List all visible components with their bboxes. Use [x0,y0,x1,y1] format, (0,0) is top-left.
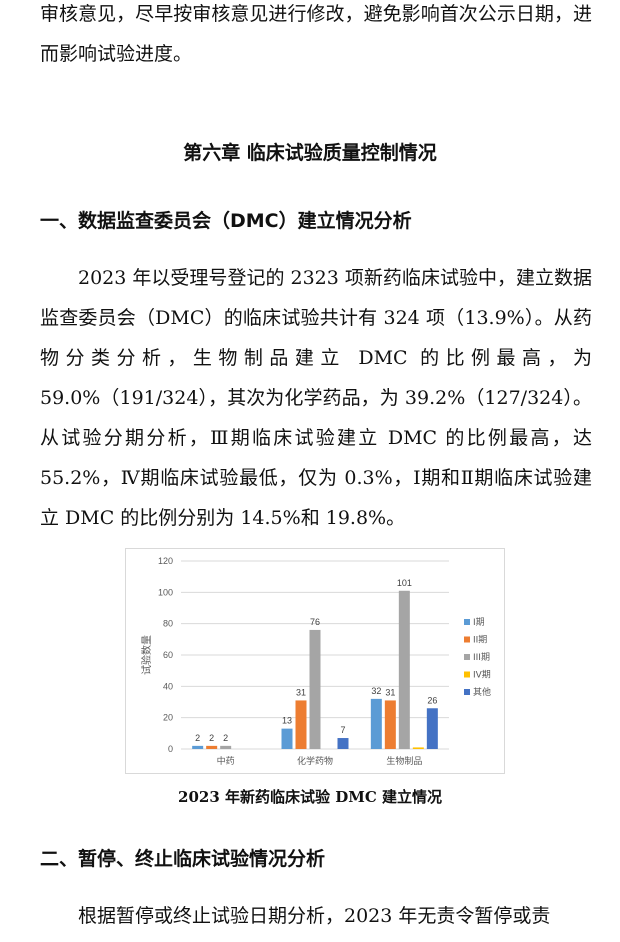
bar [370,698,382,749]
y-tick-label: 120 [158,556,173,566]
y-tick-label: 20 [163,713,173,723]
legend-swatch [464,619,470,625]
x-tick-label: 生物制品 [386,755,422,767]
bar [220,745,232,749]
bar [412,747,424,749]
y-tick-label: 100 [158,587,173,597]
data-label: 31 [385,687,395,697]
chapter-title: 第六章 临床试验质量控制情况 [183,142,437,164]
y-tick-label: 0 [168,744,173,754]
legend-label: IV期 [473,670,491,681]
section-title-suspension: 二、暂停、终止临床试验情况分析 [40,848,326,870]
legend-swatch [464,654,470,660]
bar [384,700,396,749]
chart-caption: 2023 年新药临床试验 DMC 建立情况 [178,788,442,806]
data-label: 7 [340,725,345,735]
paragraph-suspension: 根据暂停或终止试验日期分析，2023 年无责令暂停或责 [78,905,551,927]
x-tick-label: 中药 [217,755,235,767]
bar [398,590,410,749]
y-tick-label: 60 [163,650,173,660]
legend-label: 其他 [473,686,491,698]
y-axis-label: 试验数量 [140,635,153,675]
section-title-dmc: 一、数据监查委员会（DMC）建立情况分析 [40,210,412,232]
data-label: 2 [223,733,228,743]
bar [206,745,218,749]
y-tick-label: 80 [163,619,173,629]
bar [295,700,307,749]
data-label: 31 [296,687,306,697]
data-label: 76 [310,617,320,627]
paragraph-intro: 审核意见，尽早按审核意见进行修改，避免影响首次公示日期，进而影响试验进度。 [40,3,592,65]
data-label: 32 [371,686,381,696]
legend-label: I期 [473,617,485,628]
data-label: 13 [282,716,292,726]
paragraph-dmc: 2023 年以受理号登记的 2323 项新药临床试验中，建立数据监查委员会（DM… [40,267,592,529]
bar [337,738,349,749]
dmc-bar-chart: 0 20 40 60 80 100 120 试验数量 中药 2 2 2 化学药物 13 31 76 7 生物制品 3… [125,548,505,774]
legend-label: III期 [473,652,490,663]
bar [192,745,204,749]
bar [309,629,321,749]
legend-swatch [464,671,470,678]
y-tick-label: 40 [163,681,173,691]
bar [426,708,438,749]
legend-label: II期 [473,635,487,646]
legend-swatch [464,689,470,695]
data-label: 2 [195,733,200,743]
data-label: 26 [427,695,437,705]
bar [281,728,293,749]
data-label: 2 [209,733,214,743]
x-tick-label: 化学药物 [297,755,333,767]
legend-swatch [464,636,470,643]
data-label: 101 [397,578,412,588]
